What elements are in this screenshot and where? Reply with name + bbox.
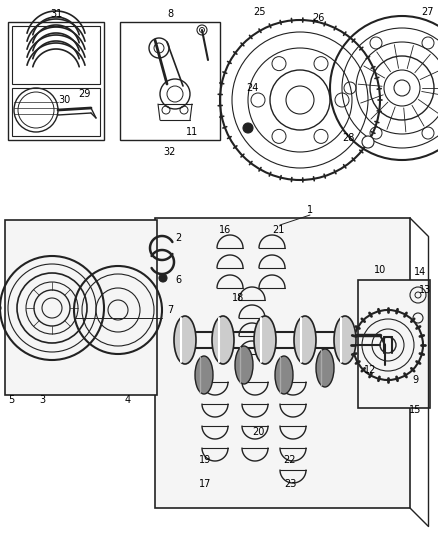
Text: 31: 31 [50, 9, 62, 19]
Bar [358, 280, 430, 408]
Text: 19: 19 [199, 455, 211, 465]
Text: 24: 24 [246, 83, 258, 93]
Text: 6: 6 [175, 275, 181, 285]
Ellipse shape [294, 316, 316, 364]
Ellipse shape [195, 356, 213, 394]
Bar [120, 22, 220, 140]
Ellipse shape [235, 346, 253, 384]
Text: 30: 30 [58, 95, 70, 105]
Bar [8, 22, 104, 140]
Text: 16: 16 [219, 225, 231, 235]
Text: 28: 28 [342, 133, 354, 143]
Text: 14: 14 [414, 267, 426, 277]
Text: 15: 15 [409, 405, 421, 415]
Text: 13: 13 [419, 285, 431, 295]
Ellipse shape [212, 316, 234, 364]
Text: 21: 21 [272, 225, 284, 235]
Text: 32: 32 [164, 147, 176, 157]
Bar [12, 26, 100, 84]
Text: 10: 10 [374, 265, 386, 275]
Text: 29: 29 [78, 89, 90, 99]
Bar [5, 220, 157, 395]
Bar [12, 88, 100, 136]
Text: 18: 18 [232, 293, 244, 303]
Text: 23: 23 [284, 479, 296, 489]
Text: 20: 20 [252, 427, 264, 437]
Text: 9: 9 [412, 375, 418, 385]
Text: 8: 8 [167, 9, 173, 19]
Ellipse shape [275, 356, 293, 394]
Text: 12: 12 [364, 365, 376, 375]
Text: 3: 3 [39, 395, 45, 405]
Text: 17: 17 [199, 479, 211, 489]
Circle shape [159, 274, 167, 282]
Text: 7: 7 [167, 305, 173, 315]
Text: 11: 11 [186, 127, 198, 137]
Circle shape [362, 136, 374, 148]
Circle shape [243, 123, 253, 133]
Ellipse shape [334, 316, 356, 364]
Text: 22: 22 [284, 455, 296, 465]
Text: 4: 4 [125, 395, 131, 405]
Text: 1: 1 [307, 205, 313, 215]
Text: 26: 26 [312, 13, 324, 23]
Text: 5: 5 [8, 395, 14, 405]
Ellipse shape [174, 316, 196, 364]
Text: 27: 27 [422, 7, 434, 17]
Bar [155, 218, 410, 508]
Text: 25: 25 [254, 7, 266, 17]
Ellipse shape [254, 316, 276, 364]
Text: 2: 2 [175, 233, 181, 243]
Ellipse shape [316, 349, 334, 387]
